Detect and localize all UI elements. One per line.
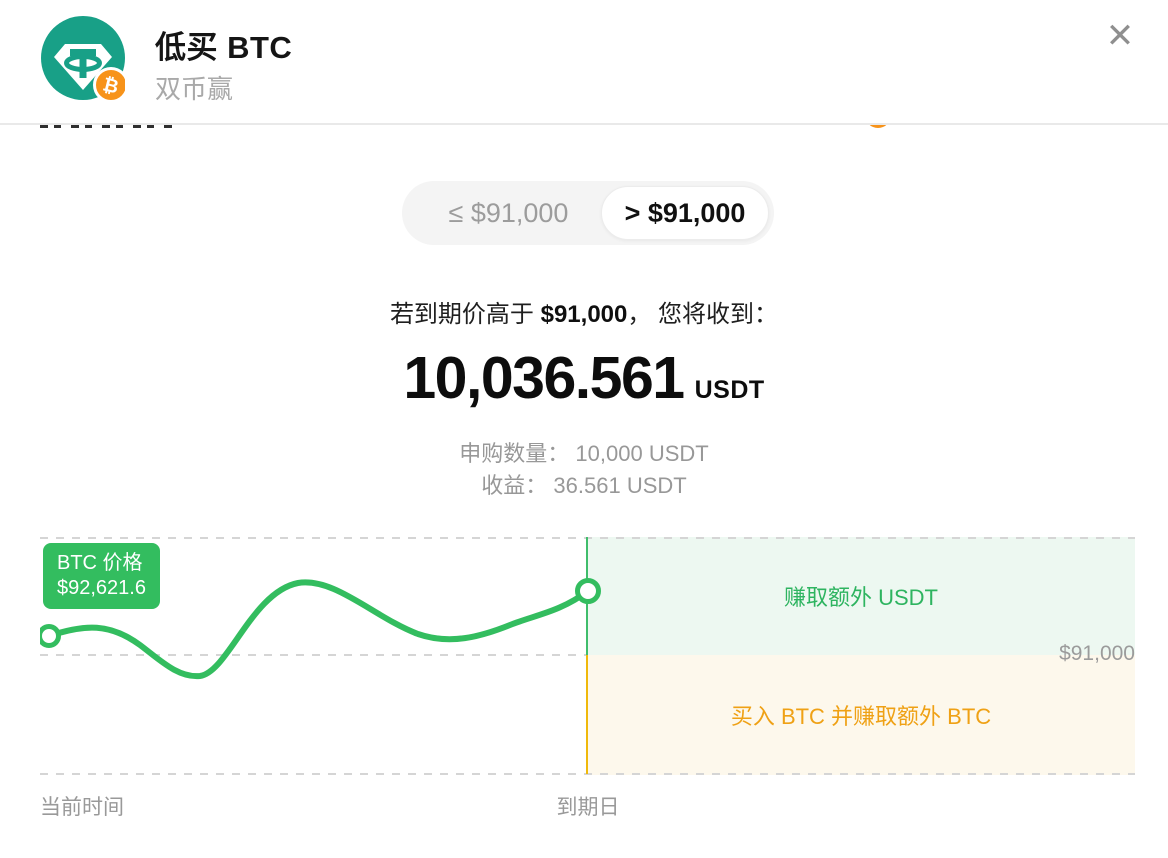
profit-line: 收益： 36.561 USDT: [0, 468, 1168, 500]
svg-text:₿: ₿: [101, 73, 121, 98]
bitcoin-icon: ₿: [93, 67, 129, 103]
product-subtitle: 双币赢: [155, 74, 234, 104]
upper-zone-area: [587, 537, 1135, 655]
price-scenario-chart: [40, 537, 1135, 775]
modal-header: ₿ 低买 BTC 双币赢 ✕: [0, 0, 1168, 125]
lower-zone-label: 买入 BTC 并赚取额外 BTC: [730, 704, 992, 729]
subscription-value: 10,000 USDT: [575, 441, 709, 466]
subscription-amount-line: 申购数量： 10,000 USDT: [0, 436, 1168, 468]
lower-zone-area: [587, 655, 1135, 775]
profit-label: 收益：: [481, 473, 548, 498]
upper-zone-label: 赚取额外 USDT: [783, 585, 938, 610]
price-tag-title: BTC 价格: [57, 552, 143, 574]
profit-value: 36.561 USDT: [553, 473, 687, 498]
subscription-label: 申购数量：: [459, 441, 570, 466]
strike-price-label: $91,000: [1059, 642, 1135, 665]
condition-suffix: ， 您将收到：: [627, 301, 779, 328]
btc-price-curve: [46, 579, 591, 680]
clipped-heading-remnant: [40, 124, 178, 128]
price-tag-value: $92,621.6: [57, 577, 146, 599]
curve-start-point: [40, 624, 61, 648]
payout-amount-unit: USDT: [694, 376, 765, 404]
x-axis-current-time-label: 当前时间: [40, 796, 124, 819]
current-price-tag: BTC 价格 $92,621.6: [43, 543, 160, 609]
x-axis-expiry-label: 到期日: [556, 796, 620, 819]
close-icon[interactable]: ✕: [1105, 17, 1135, 55]
curve-end-point: [575, 578, 601, 604]
condition-strike-price: $91,000: [540, 301, 628, 328]
payout-amount: 10,036.561: [403, 345, 685, 411]
condition-prefix: 若到期价高于: [389, 301, 541, 328]
payout-amount-row: 10,036.561 USDT: [0, 344, 1168, 412]
payout-condition-text: 若到期价高于 $91,000， 您将收到：: [0, 294, 1168, 329]
product-title: 低买 BTC: [155, 30, 293, 65]
scenario-option-above-strike[interactable]: > $91,000: [601, 186, 769, 240]
settlement-scenario-toggle: ≤ $91,000 > $91,000: [402, 181, 774, 245]
scenario-option-below-strike[interactable]: ≤ $91,000: [448, 197, 569, 228]
product-logo: ₿: [41, 16, 129, 103]
tether-icon: ₿: [41, 16, 129, 103]
